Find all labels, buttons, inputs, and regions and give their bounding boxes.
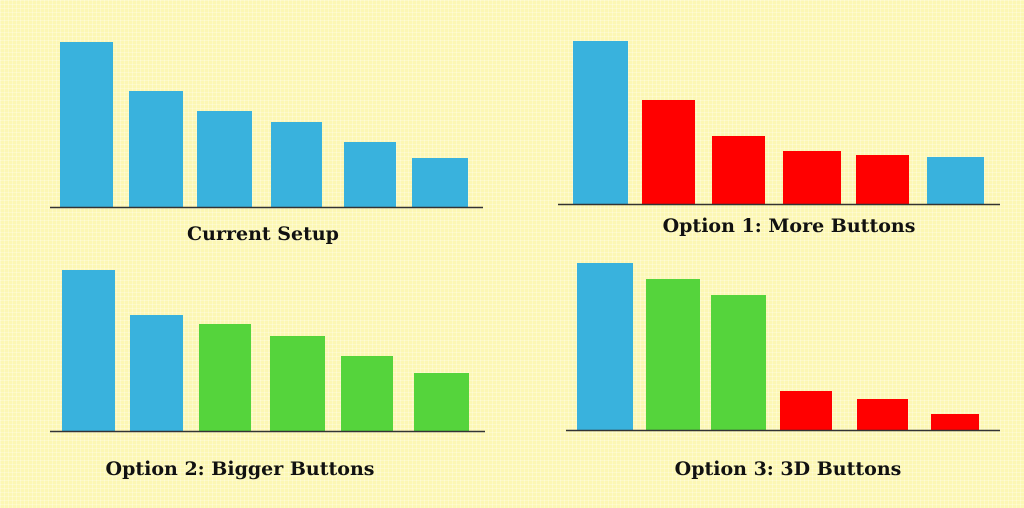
bar-chart2-3 <box>712 136 765 204</box>
bar-chart2-1 <box>573 41 628 204</box>
bar-chart2-4 <box>783 151 841 204</box>
chart-title-option-1: Option 1: More Buttons <box>663 215 916 237</box>
bar-chart3-3 <box>199 324 251 431</box>
bar-chart2-2 <box>642 100 695 204</box>
bar-chart2-6 <box>927 157 984 204</box>
bar-chart1-6 <box>412 158 468 207</box>
bar-chart3-5 <box>341 356 393 431</box>
bar-chart4-2 <box>646 279 700 430</box>
bar-chart1-5 <box>344 142 396 207</box>
bar-chart4-6 <box>931 414 979 430</box>
chart-title-current-setup: Current Setup <box>187 223 339 245</box>
bar-chart1-4 <box>271 122 322 207</box>
bar-chart4-1 <box>577 263 633 430</box>
bar-chart4-5 <box>857 399 908 430</box>
bar-chart3-6 <box>414 373 469 431</box>
bar-chart1-2 <box>129 91 183 207</box>
bar-chart2-5 <box>856 155 909 204</box>
bar-chart1-3 <box>197 111 252 207</box>
chart-title-option-3: Option 3: 3D Buttons <box>675 458 902 480</box>
bar-chart3-1 <box>62 270 115 431</box>
bar-chart4-4 <box>780 391 832 430</box>
bar-chart4-3 <box>711 295 766 430</box>
bar-chart1-1 <box>60 42 113 207</box>
chart-title-option-2: Option 2: Bigger Buttons <box>106 458 375 480</box>
bar-chart3-4 <box>270 336 325 431</box>
bar-chart3-2 <box>130 315 183 431</box>
